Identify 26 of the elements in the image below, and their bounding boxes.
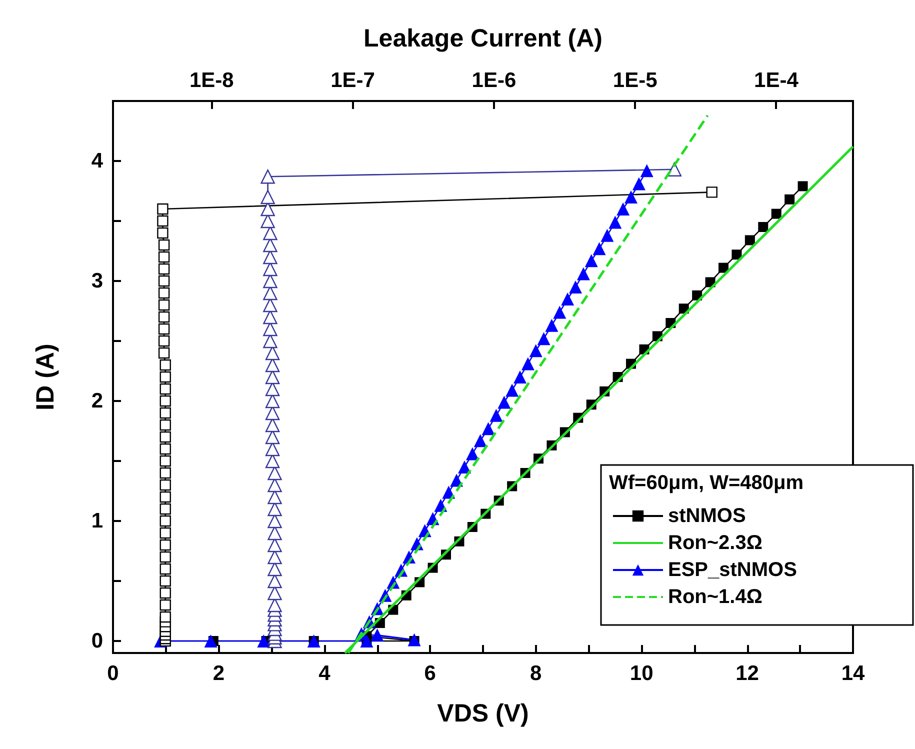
y-axis-title: ID (A) bbox=[32, 344, 60, 410]
x-tick-label: 4 bbox=[318, 662, 331, 685]
x2-tick-label: 1E-7 bbox=[330, 69, 375, 92]
x-axis-title: VDS (V) bbox=[437, 700, 529, 728]
y-tick-label: 2 bbox=[91, 390, 103, 412]
y-tick-label: 1 bbox=[91, 510, 104, 532]
x-tick-label: 6 bbox=[424, 662, 436, 685]
legend-label: Ron~2.3Ω bbox=[668, 532, 762, 554]
x2-tick-label: 1E-8 bbox=[189, 69, 234, 92]
legend-label: stNMOS bbox=[668, 505, 746, 527]
x2-tick-label: 1E-6 bbox=[472, 69, 516, 92]
legend-label: Ron~1.4Ω bbox=[668, 586, 762, 608]
x-tick-label: 12 bbox=[736, 662, 759, 685]
x2-axis-title: Leakage Current (A) bbox=[364, 24, 602, 52]
x2-tick-label: 1E-5 bbox=[612, 69, 658, 92]
x-tick-label: 0 bbox=[107, 662, 119, 685]
y-tick-label: 3 bbox=[91, 270, 103, 292]
x-tick-label: 14 bbox=[841, 662, 865, 685]
x-tick-label: 10 bbox=[630, 662, 654, 685]
legend-label: ESP_stNMOS bbox=[668, 559, 797, 581]
legend-title: Wf=60μm, W=480μm bbox=[609, 472, 804, 494]
y-tick-label: 4 bbox=[91, 150, 104, 172]
x-tick-label: 2 bbox=[212, 662, 225, 685]
x2-tick-label: 1E-4 bbox=[754, 69, 799, 92]
x-tick-label: 8 bbox=[530, 662, 542, 685]
y-tick-label: 0 bbox=[91, 630, 103, 652]
